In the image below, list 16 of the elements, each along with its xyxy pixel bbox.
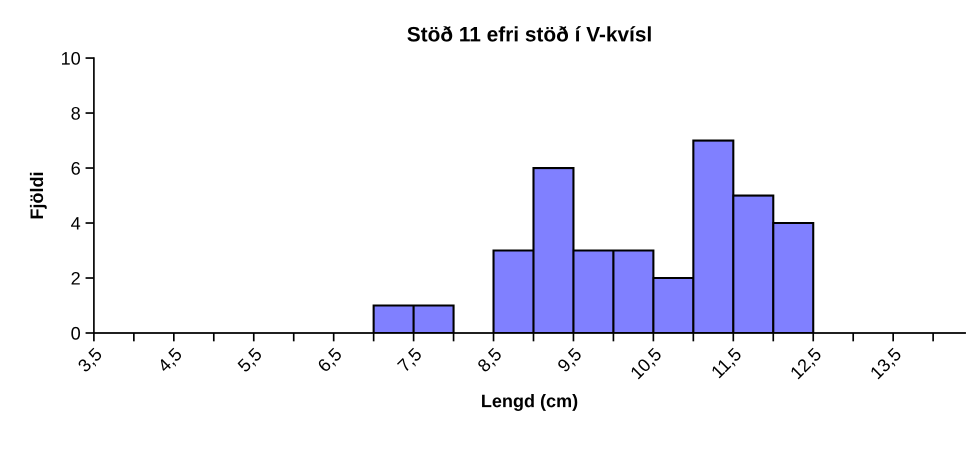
x-axis-title: Lengd (cm) xyxy=(482,394,578,411)
y-tick-label: 8 xyxy=(71,106,80,120)
y-tick-label: 4 xyxy=(71,217,80,230)
x-tick-label: 6,5 xyxy=(316,347,344,374)
chart-title: Stöð 11 efri stöð í V-kvísl xyxy=(407,26,651,42)
y-tick-label: 10 xyxy=(62,52,80,65)
x-tick-label: 4,5 xyxy=(156,347,184,375)
x-tick-label: 3,5 xyxy=(76,347,104,374)
y-axis-title: Fjöldi xyxy=(30,172,47,218)
y-tick-label: 0 xyxy=(71,326,80,340)
x-tick-label: 7,5 xyxy=(396,347,424,374)
y-tick-label: 2 xyxy=(72,272,80,285)
y-tick-label: 6 xyxy=(72,162,80,175)
x-tick-label: 9,5 xyxy=(556,347,584,374)
x-tick-label: 8,5 xyxy=(476,347,504,374)
x-tick-label: 5,5 xyxy=(236,347,264,374)
